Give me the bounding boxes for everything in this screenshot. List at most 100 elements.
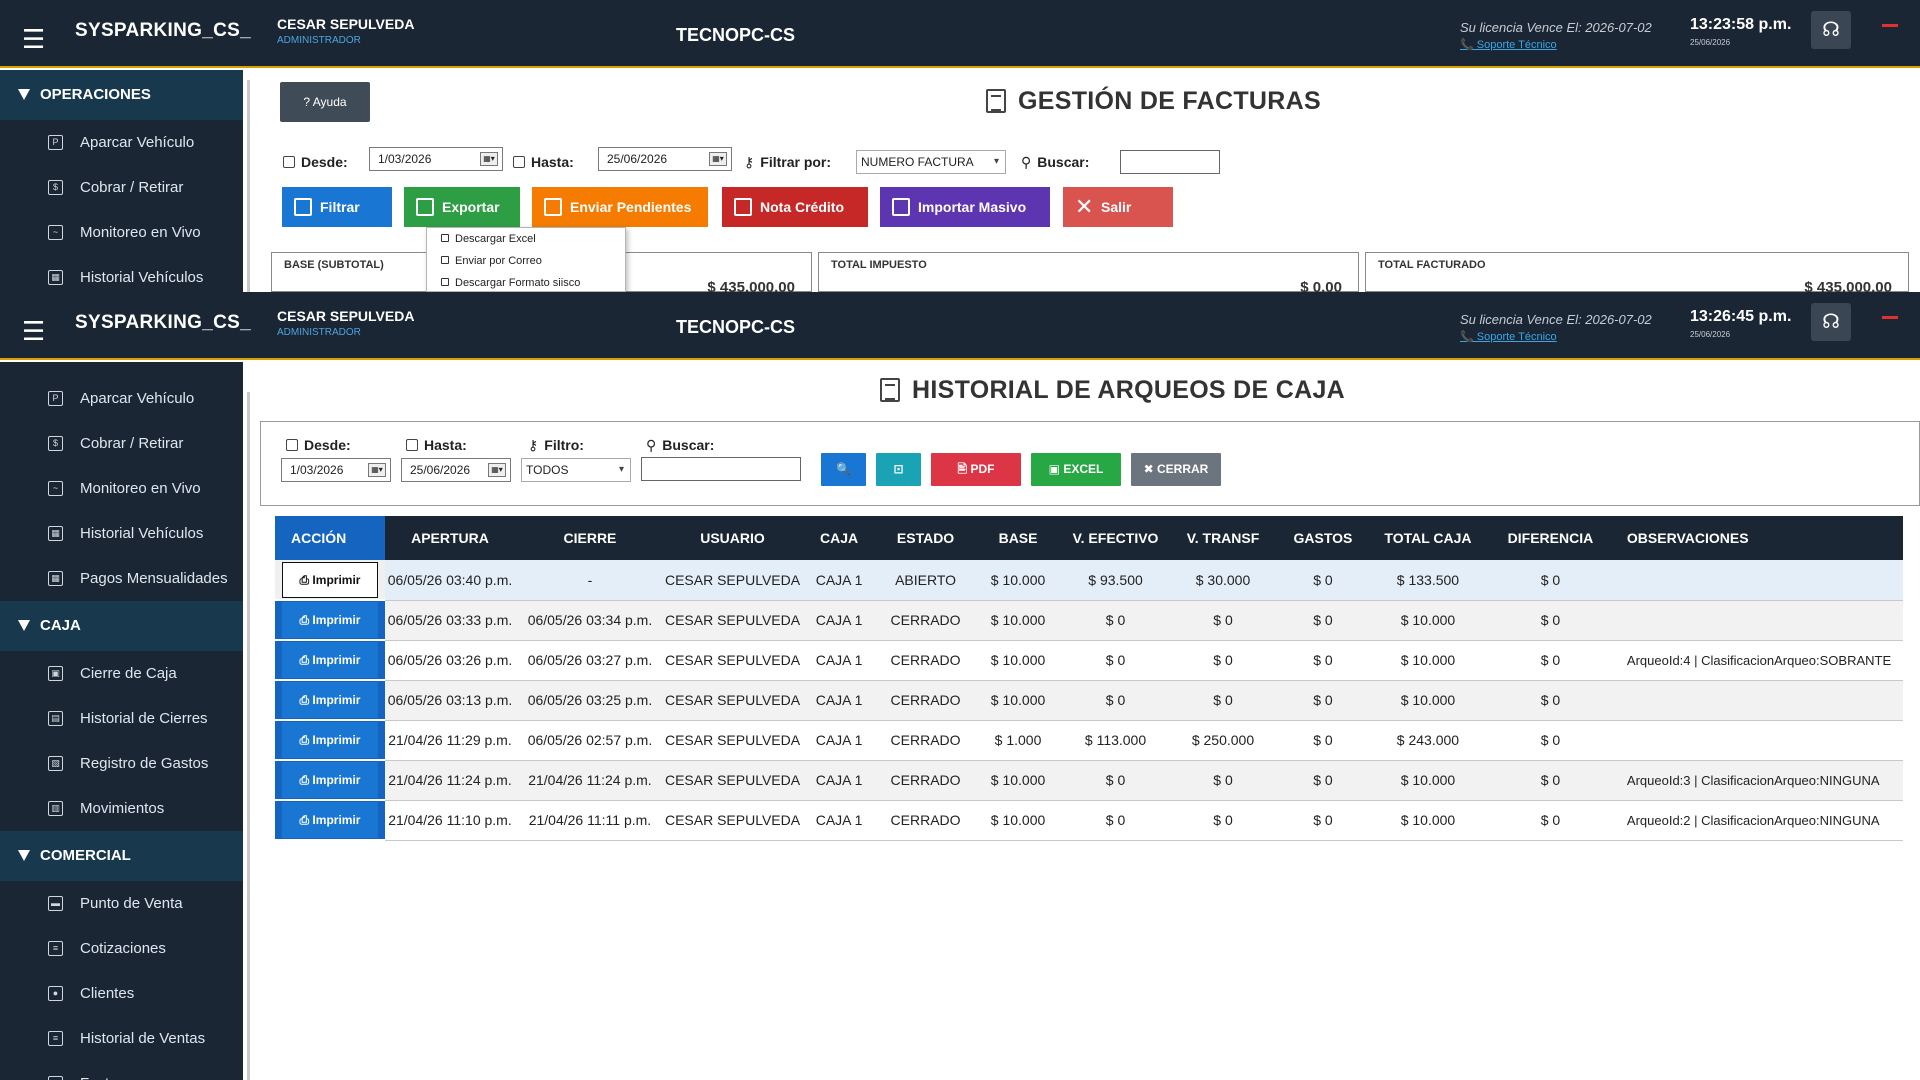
desde-date-picker[interactable]: 1/03/2026 ▦▾ xyxy=(281,458,391,482)
support-link[interactable]: 📞 Soporte Técnico xyxy=(1460,39,1557,51)
print-button[interactable]: ⎙ Imprimir xyxy=(281,642,378,678)
table-row[interactable]: ⎙ Imprimir 21/04/26 11:10 p.m. 21/04/26 11… xyxy=(275,800,1903,841)
sidebar-section-comercial[interactable]: COMERCIAL xyxy=(0,831,243,881)
hasta-date-picker[interactable]: 25/06/2026 ▦▾ xyxy=(598,147,732,171)
col-cierre[interactable]: CIERRE xyxy=(514,516,665,560)
sidebar-item-historial-ventas[interactable]: ≡ Historial de Ventas xyxy=(0,1016,243,1061)
table-row[interactable]: ⎙ Imprimir 06/05/26 03:40 p.m. - CESAR SEPU… xyxy=(275,560,1903,601)
filtrar-por-select[interactable]: NUMERO FACTURA ▾ xyxy=(856,150,1006,174)
calendar-dropdown-icon[interactable]: ▦▾ xyxy=(368,463,386,477)
cell-total: $ 10.000 xyxy=(1367,760,1488,801)
sidebar-item-cotizaciones[interactable]: ≡ Cotizaciones xyxy=(0,926,243,971)
table-row[interactable]: ⎙ Imprimir 06/05/26 03:13 p.m. 06/05/26 03… xyxy=(275,680,1903,721)
sidebar-item-registro-gastos[interactable]: ▧ Registro de Gastos xyxy=(0,741,243,786)
desde-date-picker[interactable]: 1/03/2026 ▦▾ xyxy=(369,147,503,171)
print-button[interactable]: ⎙ Imprimir xyxy=(281,722,378,758)
print-button[interactable]: ⎙ Imprimir xyxy=(281,561,378,598)
headset-icon[interactable]: ☊ xyxy=(1811,303,1851,341)
help-button[interactable]: ? Ayuda xyxy=(280,82,370,122)
buscar-input[interactable] xyxy=(1120,150,1220,174)
sidebar-item-aparcar[interactable]: P Aparcar Vehículo xyxy=(0,376,243,421)
menu-item-descargar-excel[interactable]: Descargar Excel xyxy=(427,228,625,250)
table-header-row: ACCIÓN APERTURA CIERRE USUARIO CAJA ESTA… xyxy=(275,516,1903,560)
sidebar-item-historial-cierres[interactable]: ▤ Historial de Cierres xyxy=(0,696,243,741)
minimize-button[interactable] xyxy=(1882,24,1898,27)
sidebar-item-punto-venta[interactable]: ▬ Punto de Venta xyxy=(0,881,243,926)
license-text: Su licencia Vence El: 2026-07-02 xyxy=(1460,20,1652,35)
sidebar-item-aparcar[interactable]: P Aparcar Vehículo xyxy=(0,120,243,165)
scrollbar[interactable] xyxy=(247,80,250,292)
filtro-select[interactable]: TODOS ▾ xyxy=(521,458,631,482)
col-apertura[interactable]: APERTURA xyxy=(384,516,515,560)
sidebar-item-cierre-caja[interactable]: ▣ Cierre de Caja xyxy=(0,651,243,696)
scrollbar[interactable] xyxy=(247,392,250,1080)
menu-item-label: Enviar por Correo xyxy=(455,255,542,267)
col-total-caja[interactable]: TOTAL CAJA xyxy=(1367,516,1488,560)
col-observaciones[interactable]: OBSERVACIONES xyxy=(1612,516,1903,560)
action-cell: ⎙ Imprimir xyxy=(275,720,385,761)
calendar-dropdown-icon[interactable]: ▦▾ xyxy=(488,463,506,477)
sidebar-section-operaciones[interactable]: OPERACIONES xyxy=(0,70,243,120)
sidebar-item-monitoreo[interactable]: ~ Monitoreo en Vivo xyxy=(0,210,243,255)
filtrar-button[interactable]: Filtrar xyxy=(282,187,392,227)
sidebar-item-clientes[interactable]: ● Clientes xyxy=(0,971,243,1016)
hasta-date-picker[interactable]: 25/06/2026 ▦▾ xyxy=(401,458,511,482)
menu-icon[interactable]: ☰ xyxy=(22,316,46,346)
importar-masivo-button[interactable]: Importar Masivo xyxy=(880,187,1050,227)
collapse-icon xyxy=(18,620,30,631)
cell-base: $ 10.000 xyxy=(973,800,1064,841)
cell-estado: CERRADO xyxy=(878,760,974,801)
col-caja[interactable]: CAJA xyxy=(800,516,879,560)
menu-item-label: Descargar Excel xyxy=(455,233,536,245)
col-gastos[interactable]: GASTOS xyxy=(1277,516,1368,560)
table-row[interactable]: ⎙ Imprimir 21/04/26 11:24 p.m. 21/04/26 11… xyxy=(275,760,1903,801)
col-usuario[interactable]: USUARIO xyxy=(664,516,801,560)
parking-icon: P xyxy=(48,391,63,406)
table-row[interactable]: ⎙ Imprimir 06/05/26 03:26 p.m. 06/05/26 03… xyxy=(275,640,1903,681)
menu-item-enviar-correo[interactable]: Enviar por Correo xyxy=(427,250,625,272)
sidebar-item-monitoreo[interactable]: ~ Monitoreo en Vivo xyxy=(0,466,243,511)
excel-button[interactable]: ▣ EXCEL xyxy=(1031,453,1121,486)
card-facturado: TOTAL FACTURADO $ 435.000,00 xyxy=(1365,252,1909,292)
sidebar-section-caja[interactable]: CAJA xyxy=(0,601,243,651)
table-row[interactable]: ⎙ Imprimir 21/04/26 11:29 p.m. 06/05/26 02… xyxy=(275,720,1903,761)
calendar-dropdown-icon[interactable]: ▦▾ xyxy=(480,152,498,166)
pdf-button[interactable]: 🖹 PDF xyxy=(931,453,1021,486)
sidebar-item-historial-vehiculos[interactable]: ▦ Historial Vehículos xyxy=(0,255,243,292)
col-efectivo[interactable]: V. EFECTIVO xyxy=(1063,516,1169,560)
sidebar-item-facturas[interactable]: ≡ Facturas xyxy=(0,1061,243,1080)
print-button[interactable]: ⎙ Imprimir xyxy=(281,802,378,838)
sidebar-item-historial-vehiculos[interactable]: ▦ Historial Vehículos xyxy=(0,511,243,556)
col-transf[interactable]: V. TRANSF xyxy=(1168,516,1278,560)
col-estado[interactable]: ESTADO xyxy=(878,516,974,560)
headset-icon[interactable]: ☊ xyxy=(1811,11,1851,49)
nota-credito-button[interactable]: Nota Crédito xyxy=(722,187,868,227)
col-base[interactable]: BASE xyxy=(973,516,1064,560)
cell-caja: CAJA 1 xyxy=(800,600,879,641)
search-button[interactable]: 🔍 xyxy=(821,453,866,486)
table-row[interactable]: ⎙ Imprimir 06/05/26 03:33 p.m. 06/05/26 03… xyxy=(275,600,1903,641)
print-button[interactable]: ⎙ Imprimir xyxy=(281,682,378,718)
refresh-button[interactable]: ⊡ xyxy=(876,453,921,486)
sidebar-item-cobrar[interactable]: $ Cobrar / Retirar xyxy=(0,165,243,210)
minimize-button[interactable] xyxy=(1882,316,1898,319)
buscar-input[interactable] xyxy=(641,457,801,481)
print-button[interactable]: ⎙ Imprimir xyxy=(281,602,378,638)
enviar-pendientes-button[interactable]: Enviar Pendientes xyxy=(532,187,708,227)
support-link[interactable]: 📞 Soporte Técnico xyxy=(1460,331,1557,343)
col-accion[interactable]: ACCIÓN xyxy=(275,516,385,560)
menu-item-formato-siisco[interactable]: Descargar Formato siisco xyxy=(427,272,625,292)
sidebar-item-cobrar[interactable]: $ Cobrar / Retirar xyxy=(0,421,243,466)
action-cell: ⎙ Imprimir xyxy=(275,800,385,841)
print-button[interactable]: ⎙ Imprimir xyxy=(281,762,378,798)
sidebar-item-movimientos[interactable]: ▥ Movimientos xyxy=(0,786,243,831)
cerrar-button[interactable]: ✖ CERRAR xyxy=(1131,453,1221,486)
menu-icon[interactable]: ☰ xyxy=(22,24,46,54)
salir-button[interactable]: ✕ Salir xyxy=(1063,187,1173,227)
col-diferencia[interactable]: DIFERENCIA xyxy=(1487,516,1613,560)
calendar-dropdown-icon[interactable]: ▦▾ xyxy=(709,152,727,166)
exportar-button[interactable]: Exportar xyxy=(404,187,520,227)
cell-total: $ 243.000 xyxy=(1367,720,1488,761)
sidebar-item-pagos-mensualidades[interactable]: ▦ Pagos Mensualidades xyxy=(0,556,243,601)
cell-transf: $ 0 xyxy=(1168,680,1278,721)
